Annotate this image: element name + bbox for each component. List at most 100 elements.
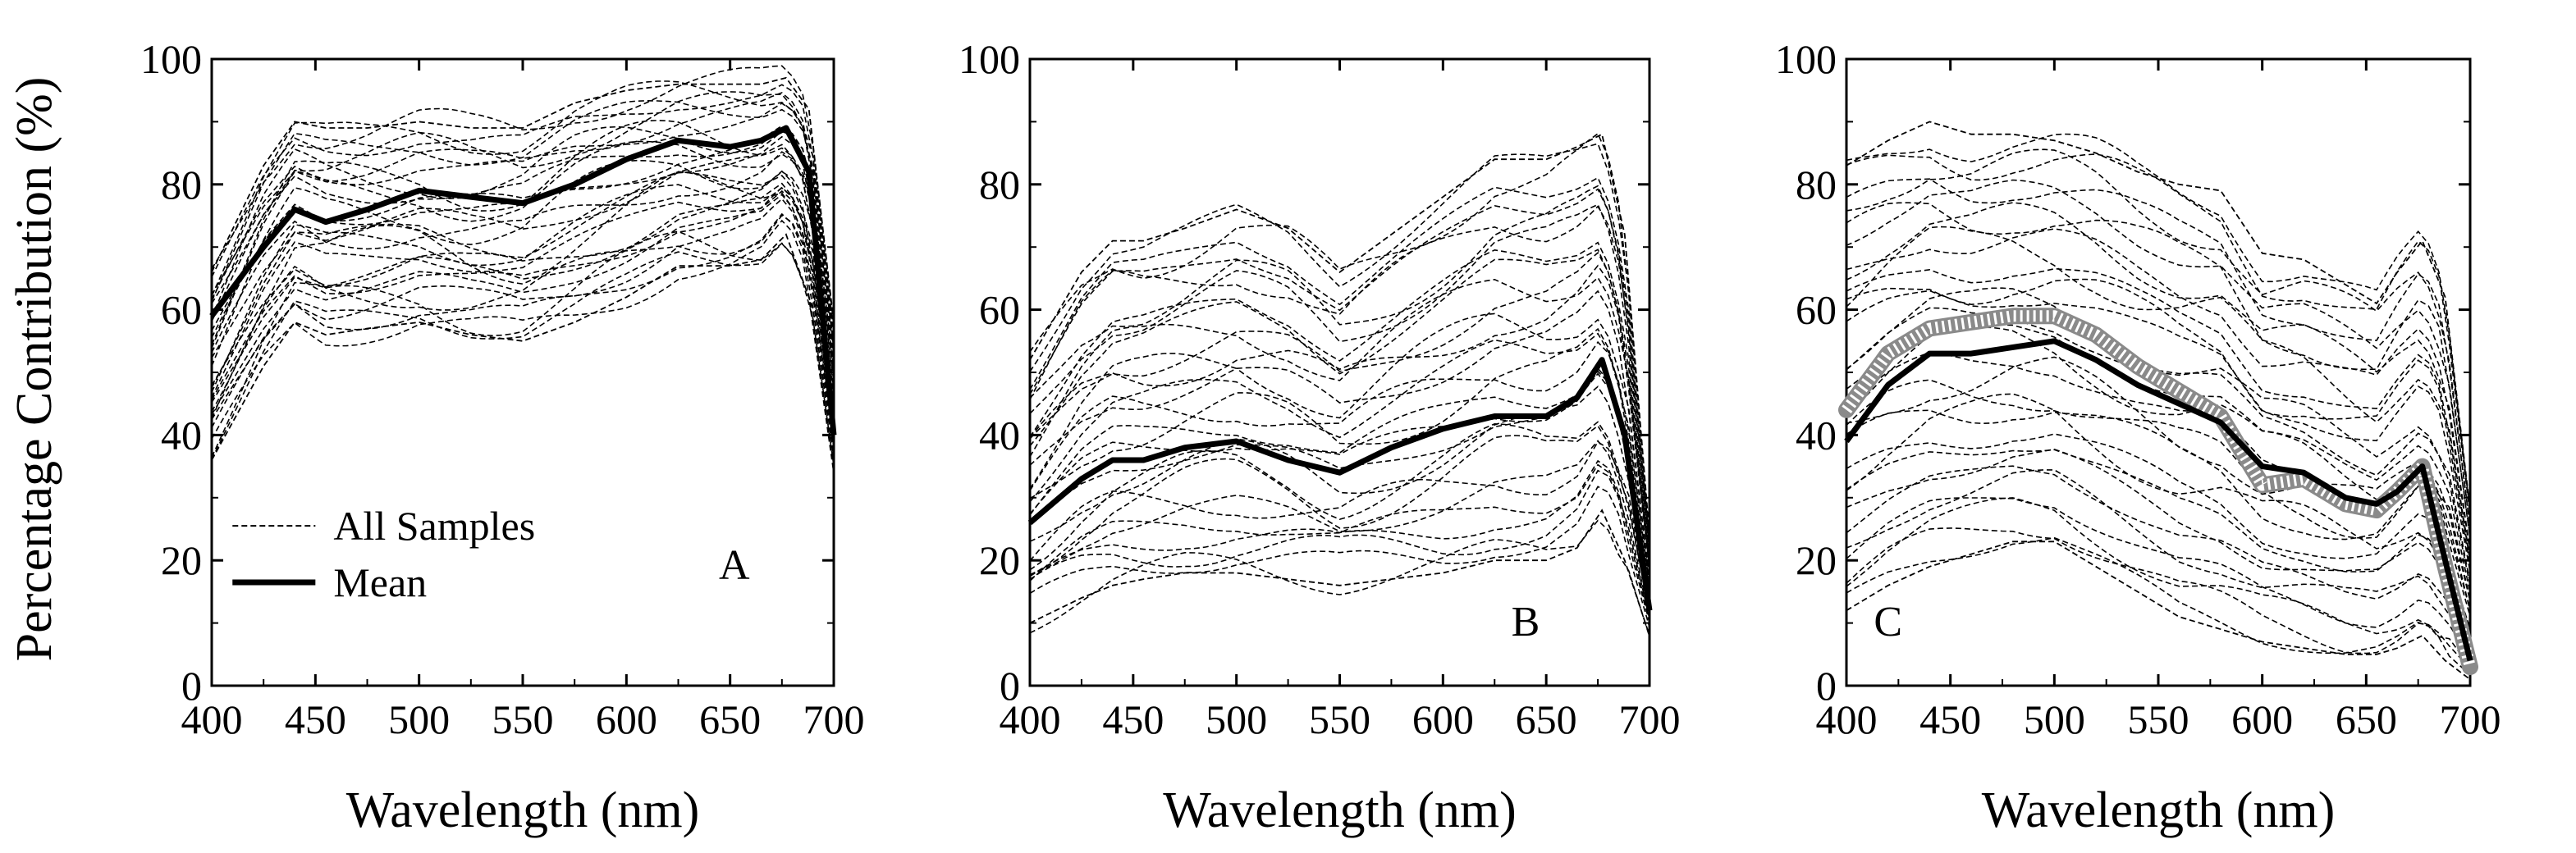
mean-line	[209, 125, 837, 436]
sample-line	[1846, 465, 2471, 649]
sample-line	[1846, 497, 2471, 659]
sample-line	[1029, 440, 1650, 612]
x-tick-label: 700	[803, 696, 865, 742]
sample-line	[1846, 153, 2471, 516]
y-tick-label: 0	[1000, 663, 1020, 709]
x-tick-label: 450	[1102, 696, 1164, 742]
sample-line	[1846, 448, 2471, 643]
sample-line	[1029, 425, 1650, 616]
sample-line-upper	[1029, 133, 1650, 536]
chart-panel-b: 0 20 40 60 80 100 400 450 500 550 600 650 700 Wavelen…	[959, 36, 1681, 838]
y-tick-label: 60	[161, 287, 202, 333]
x-tick-label: 400	[1816, 696, 1878, 742]
sample-line	[211, 189, 835, 420]
sample-line	[211, 125, 835, 358]
sample-line	[211, 92, 835, 349]
sample-line	[1846, 527, 2471, 669]
sample-line	[211, 151, 835, 397]
mean-line	[1027, 357, 1653, 611]
sample-line	[1029, 469, 1650, 623]
sample-line	[1846, 433, 2471, 629]
y-axis-title: Percentage Contribution (%)	[7, 77, 62, 662]
sample-line	[1029, 332, 1650, 586]
sample-line	[1846, 202, 2471, 551]
sample-line-lower	[1029, 509, 1650, 636]
sample-line	[1846, 178, 2471, 527]
sample-line	[1846, 326, 2471, 600]
sample-line	[1846, 324, 2471, 594]
chart-panel-a: 0 20 40 60 80 100 400 450 500 550 600 650 700 Wavelen…	[140, 36, 865, 838]
sample-line	[1029, 463, 1650, 619]
x-tick-label: 400	[181, 696, 243, 742]
x-tick-label: 700	[2440, 696, 2501, 742]
sample-line-lower	[211, 233, 835, 473]
sample-line-upper	[211, 76, 835, 323]
sample-line	[1029, 176, 1650, 545]
sample-line	[1029, 188, 1650, 547]
y-tick-label: 80	[979, 162, 1020, 208]
sample-line	[1029, 385, 1650, 606]
sample-line	[1029, 185, 1650, 554]
sample-line	[211, 135, 835, 383]
x-tick-label: 650	[1516, 696, 1577, 742]
sample-line-upper	[1846, 121, 2471, 511]
sample-line	[211, 242, 835, 467]
sample-line	[211, 214, 835, 442]
sample-line	[1029, 249, 1650, 567]
sample-line	[1029, 312, 1650, 580]
sample-line	[1029, 132, 1650, 538]
sample-line	[1846, 449, 2471, 636]
sample-line	[1846, 379, 2471, 611]
sample-line	[1846, 202, 2471, 537]
sample-line	[1029, 203, 1650, 559]
sample-line	[1846, 307, 2471, 586]
mean-line	[1844, 338, 2473, 662]
y-tick-label: 20	[1796, 537, 1837, 583]
sample-line	[211, 103, 835, 353]
y-tick-label: 60	[979, 287, 1020, 333]
sample-line	[211, 84, 835, 333]
y-tick-label: 100	[1775, 36, 1837, 82]
y-tick-label: 20	[979, 537, 1020, 583]
sample-line	[211, 126, 835, 367]
panel-label: A	[719, 542, 750, 589]
panel-label: B	[1512, 599, 1540, 645]
sample-line	[211, 159, 835, 390]
sample-line	[1846, 267, 2471, 562]
x-tick-label: 500	[388, 696, 450, 742]
sample-line	[1029, 440, 1650, 619]
sample-line	[211, 99, 835, 340]
y-tick-label: 40	[979, 412, 1020, 458]
y-tick-label: 100	[959, 36, 1020, 82]
sample-line	[211, 194, 835, 440]
sample-line	[211, 80, 835, 332]
sample-line	[1029, 251, 1650, 569]
x-tick-label: 400	[1000, 696, 1061, 742]
sample-line	[1029, 264, 1650, 570]
sample-line	[211, 65, 835, 326]
y-tick-label: 20	[161, 537, 202, 583]
sample-line	[211, 171, 835, 408]
x-tick-label: 500	[1206, 696, 1267, 742]
x-tick-label: 550	[492, 696, 554, 742]
sample-line	[1846, 356, 2471, 611]
sample-line	[1029, 143, 1650, 540]
sample-line	[211, 212, 835, 457]
sample-line	[1029, 367, 1650, 593]
sample-line	[1029, 290, 1650, 579]
sample-line	[211, 170, 835, 423]
median-band	[1838, 308, 2478, 676]
sample-line	[1846, 469, 2471, 656]
sample-line	[211, 144, 835, 395]
sample-line	[1029, 241, 1650, 563]
chart-panel-c: 0 20 40 60 80 100 400 450 500 550 600 650 700 Wavelen…	[1775, 36, 2501, 838]
sample-line	[1029, 205, 1650, 549]
sample-line	[1846, 393, 2471, 630]
sample-line	[211, 219, 835, 468]
legend-label-mean: Mean	[333, 559, 427, 605]
sample-line	[211, 184, 835, 411]
sample-line	[1846, 226, 2471, 559]
x-tick-label: 550	[2128, 696, 2189, 742]
x-tick-label: 700	[1619, 696, 1681, 742]
